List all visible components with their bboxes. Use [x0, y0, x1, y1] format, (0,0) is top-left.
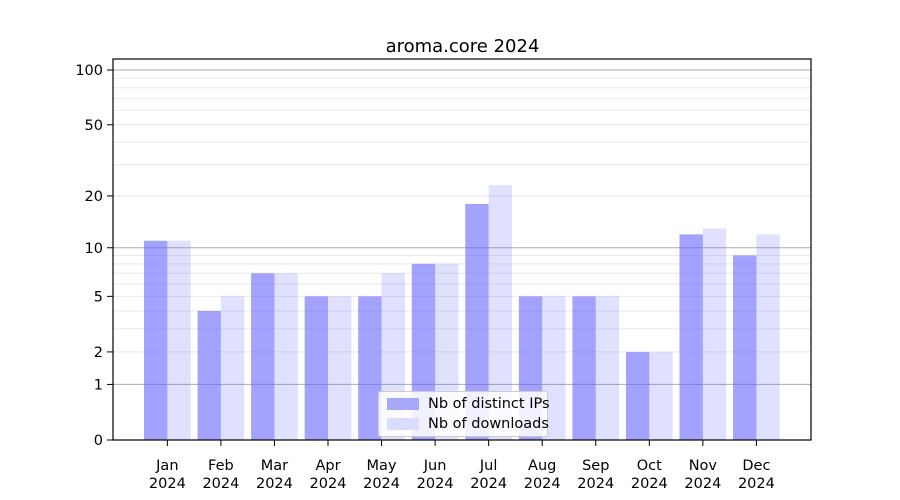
bar-nb-of-downloads-sep	[595, 296, 620, 440]
legend-label-downloads: Nb of downloads	[428, 416, 549, 432]
x-tick-label-year-feb: 2024	[202, 476, 239, 492]
y-tick-label-50: 50	[85, 118, 103, 134]
legend-item-downloads: Nb of downloads	[387, 416, 549, 432]
chart-title: aroma.core 2024	[385, 36, 540, 57]
bar-nb-of-distinct-ips-feb	[197, 310, 221, 440]
bar-nb-of-downloads-apr	[328, 296, 352, 440]
y-tick-label-5: 5	[94, 289, 103, 305]
bar-nb-of-distinct-ips-may	[358, 296, 382, 440]
x-tick-label-month-aug: Aug	[528, 458, 556, 474]
plot-border	[112, 58, 812, 441]
bar-nb-of-distinct-ips-oct	[625, 351, 650, 440]
x-tick-label-month-sep: Sep	[582, 458, 609, 474]
bar-nb-of-downloads-jan	[167, 240, 191, 440]
bar-nb-of-distinct-ips-dec	[733, 255, 757, 440]
x-tick-label-month-jun: Jun	[423, 458, 447, 474]
bar-nb-of-distinct-ips-nov	[679, 234, 703, 440]
bar-nb-of-downloads-feb	[220, 296, 245, 440]
legend-label-distinct-ips: Nb of distinct IPs	[428, 396, 550, 412]
x-tick-label-month-oct: Oct	[637, 458, 662, 474]
x-tick-label-year-may: 2024	[363, 476, 400, 492]
bar-nb-of-downloads-mar	[274, 273, 298, 440]
legend-item-distinct-ips: Nb of distinct IPs	[387, 396, 550, 412]
bar-nb-of-downloads-dec	[756, 234, 780, 440]
legend-swatch-downloads	[387, 418, 419, 430]
legend: Nb of distinct IPs Nb of downloads	[378, 391, 550, 437]
bar-nb-of-downloads-jul	[488, 185, 512, 440]
x-tick-label-year-aug: 2024	[524, 476, 561, 492]
y-tick-label-100: 100	[75, 63, 103, 79]
bar-nb-of-downloads-nov	[702, 228, 727, 440]
y-tick-label-1: 1	[94, 377, 103, 393]
y-tick-label-20: 20	[85, 189, 103, 205]
bar-nb-of-distinct-ips-jul	[465, 203, 489, 440]
x-tick-label-year-nov: 2024	[684, 476, 721, 492]
x-tick-label-year-jan: 2024	[149, 476, 186, 492]
x-tick-label-month-jan: Jan	[155, 458, 178, 474]
y-tick-label-2: 2	[94, 345, 103, 361]
x-tick-label-month-apr: Apr	[315, 458, 340, 474]
bar-nb-of-distinct-ips-mar	[251, 273, 275, 440]
bar-nb-of-distinct-ips-sep	[572, 296, 596, 440]
x-tick-label-year-apr: 2024	[310, 476, 347, 492]
x-tick-label-year-oct: 2024	[631, 476, 668, 492]
bar-nb-of-downloads-aug	[542, 296, 566, 440]
x-tick-label-year-sep: 2024	[577, 476, 614, 492]
x-tick-label-month-may: May	[367, 458, 397, 474]
x-tick-label-month-nov: Nov	[689, 458, 718, 474]
x-tick-label-year-jun: 2024	[417, 476, 454, 492]
y-tick-label-0: 0	[94, 433, 103, 449]
x-tick-label-month-dec: Dec	[742, 458, 770, 474]
x-tick-label-month-mar: Mar	[261, 458, 288, 474]
legend-swatch-distinct-ips	[387, 398, 419, 410]
bar-nb-of-distinct-ips-apr	[304, 296, 328, 440]
bar-nb-of-distinct-ips-jan	[144, 240, 168, 440]
x-tick-label-month-feb: Feb	[208, 458, 234, 474]
x-tick-label-year-jul: 2024	[470, 476, 507, 492]
x-tick-label-year-mar: 2024	[256, 476, 293, 492]
x-tick-label-year-dec: 2024	[738, 476, 775, 492]
y-tick-label-10: 10	[85, 241, 103, 257]
bar-nb-of-downloads-oct	[649, 351, 673, 440]
x-tick-label-month-jul: Jul	[479, 458, 498, 474]
